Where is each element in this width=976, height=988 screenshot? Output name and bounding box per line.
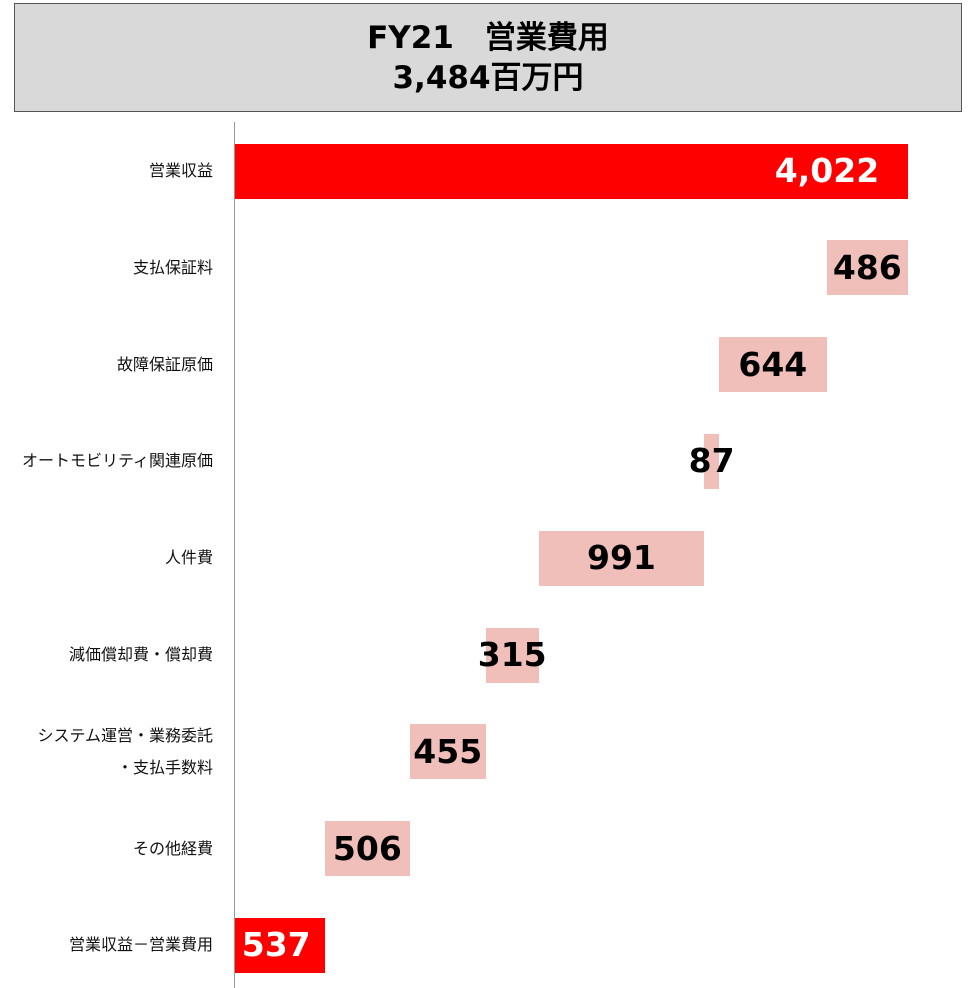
category-label: オートモビリティ関連原価 (21, 451, 213, 471)
bar (538, 530, 705, 586)
bar (235, 917, 325, 973)
value-label: 537 (241, 925, 311, 965)
category-label: 減価償却費・償却費 (68, 645, 213, 664)
chart-title: FY21 営業費用 (367, 19, 609, 56)
category-label: 営業収益 (148, 161, 213, 180)
category-label: システム運営・業務委託 ・支払手数料 (37, 725, 213, 777)
bar (718, 337, 827, 393)
value-label: 644 (738, 344, 808, 384)
value-label: 87 (688, 441, 735, 481)
category-label: 営業収益－営業費用 (68, 935, 213, 955)
bar (325, 821, 410, 877)
chart-subtitle: 3,484百万円 (392, 59, 584, 96)
bar (704, 433, 719, 489)
category-label: その他経費 (132, 838, 213, 858)
category-label: 人件費 (164, 548, 213, 568)
bar (235, 143, 908, 199)
value-label: 4,022 (774, 151, 880, 190)
value-label: 455 (413, 731, 483, 771)
category-label: 故障保証原価 (116, 354, 213, 374)
value-label: 506 (332, 828, 402, 868)
bar (826, 240, 908, 296)
value-label: 991 (586, 538, 656, 578)
bar (485, 627, 539, 683)
title-box: FY21 営業費用 3,484百万円 (14, 3, 962, 112)
value-label: 486 (832, 247, 902, 287)
value-label: 315 (477, 635, 547, 674)
category-label: 支払保証料 (132, 257, 213, 277)
bar (409, 724, 486, 780)
axis-line (234, 122, 235, 988)
